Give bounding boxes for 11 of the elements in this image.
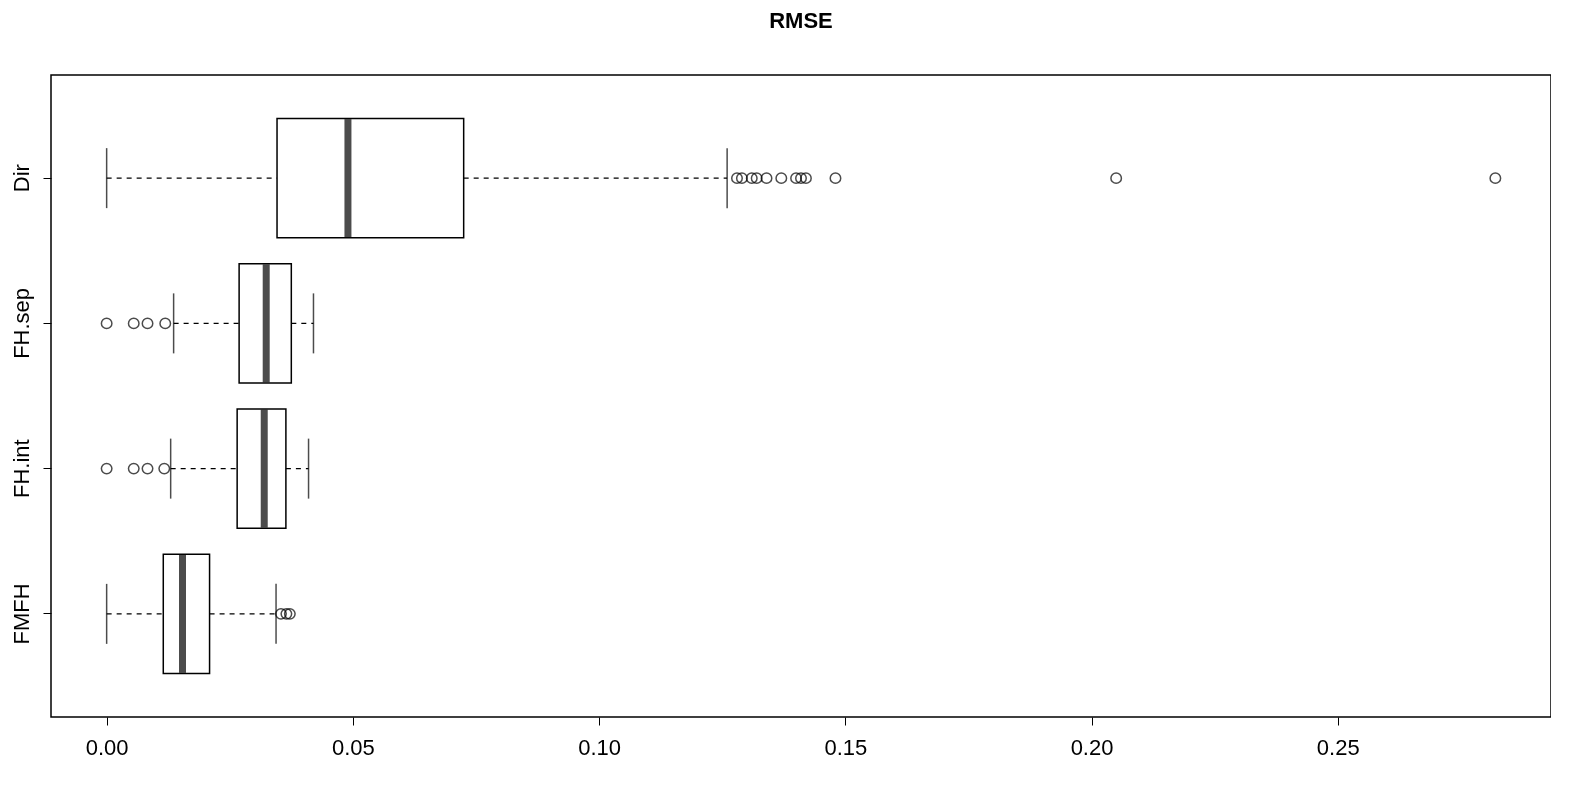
x-tick-label: 0.15	[824, 734, 868, 760]
y-tick-label: FH.int	[8, 439, 34, 498]
x-tick-label: 0.20	[1070, 734, 1114, 760]
x-tick-label: 0.00	[85, 734, 129, 760]
y-tick-label: FH.sep	[8, 287, 34, 359]
x-tick-label: 0.10	[578, 734, 622, 760]
chart-title: RMSE	[769, 8, 833, 33]
y-tick-label: FMFH	[8, 583, 34, 645]
y-tick-label: Dir	[8, 164, 34, 193]
x-tick-label: 0.25	[1316, 734, 1360, 760]
x-tick-label: 0.05	[331, 734, 375, 760]
